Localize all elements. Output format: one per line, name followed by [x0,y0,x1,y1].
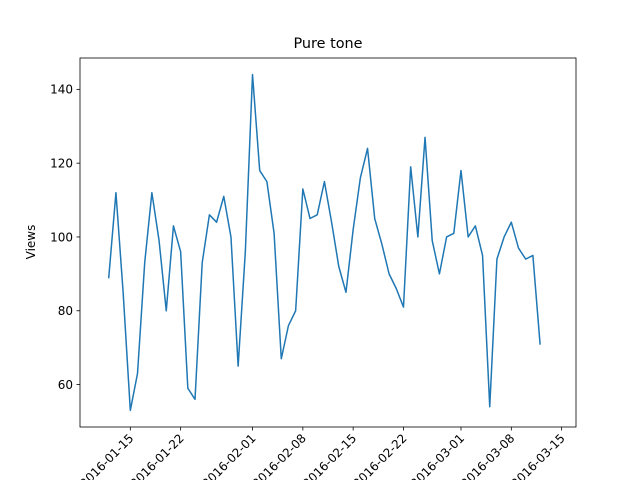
x-tick-label: 2016-03-01 [408,431,467,480]
x-tick-label: 2016-01-22 [128,431,187,480]
chart-title: Pure tone [294,36,363,52]
series-line [107,73,541,412]
x-tick-label: 2016-03-15 [509,431,568,480]
x-tick-label: 2016-02-22 [350,431,409,480]
x-tick-label: 2016-03-08 [458,431,517,480]
y-axis: 60 80 100 120 140 [50,83,80,392]
y-tick-label: 140 [50,83,73,97]
x-tick-label: 2016-02-01 [199,431,258,480]
y-tick-label: 80 [58,304,73,318]
x-tick-label: 2016-02-08 [250,431,309,480]
x-tick-label: 2016-02-15 [300,431,359,480]
y-axis-label: Views [24,225,38,260]
y-tick-label: 60 [58,378,73,392]
series-layer [107,73,541,412]
x-tick-label: 2016-01-15 [77,431,136,480]
y-tick-label: 120 [50,156,73,170]
y-tick-label: 100 [50,230,73,244]
plot-area-frame [79,57,577,428]
